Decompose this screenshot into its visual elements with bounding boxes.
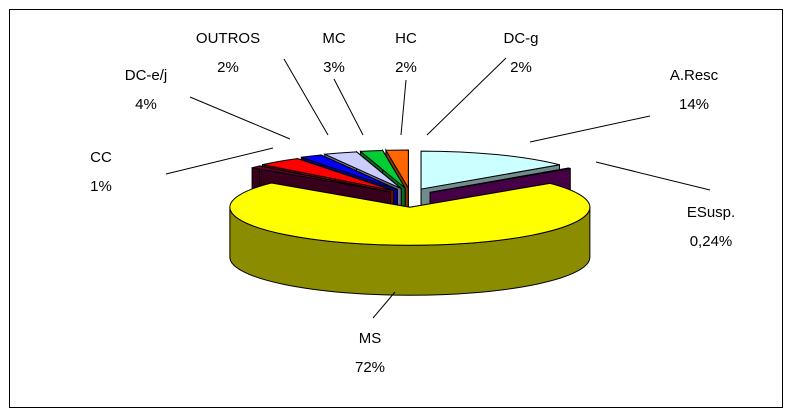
label-outros-name: OUTROS	[196, 30, 260, 47]
label-aresc-name: A.Resc	[670, 67, 719, 84]
label-dcg-name: DC-g	[503, 30, 538, 47]
leader-line-hc	[400, 79, 407, 136]
slice-hc-top	[359, 149, 406, 189]
label-dcej-value: 4%	[135, 96, 157, 113]
label-esusp-value: 0,24%	[690, 233, 733, 250]
label-hc-value: 2%	[395, 59, 417, 76]
leader-line-dcg	[426, 57, 507, 136]
label-hc-name: HC	[395, 30, 417, 47]
label-cc-value: 1%	[90, 178, 112, 195]
leader-line-outros	[283, 58, 329, 136]
label-ms-value: 72%	[355, 359, 385, 376]
label-aresc-value: 14%	[679, 96, 709, 113]
label-mc-name: MC	[322, 30, 345, 47]
slice-cc-top	[251, 165, 391, 193]
slice-dc-e-j-top	[262, 158, 394, 192]
leader-line-dcej	[189, 96, 291, 140]
slice-ms	[229, 182, 591, 296]
leader-line-esusp	[595, 161, 711, 191]
leader-line-cc	[165, 147, 274, 175]
label-mc-value: 3%	[323, 59, 345, 76]
pie-slices	[229, 148, 591, 296]
leader-line-ms	[372, 291, 396, 319]
leader-line-mc	[333, 78, 364, 136]
slice-dc-g-top	[385, 149, 409, 190]
label-esusp-name: ESusp.	[687, 204, 735, 221]
slice-a-resc-top	[420, 150, 560, 190]
slice-mc-top	[322, 151, 402, 190]
leader-lines	[165, 57, 711, 319]
data-labels: A.Resc 14% ESusp. 0,24% MS 72% CC 1% DC-…	[90, 30, 735, 376]
label-dcej-name: DC-e/j	[125, 67, 168, 84]
slice-esusp-top	[430, 167, 571, 193]
slice-ms-top	[229, 182, 591, 246]
label-cc-name: CC	[90, 149, 112, 166]
slice-outros-top	[301, 154, 398, 190]
label-ms-name: MS	[359, 330, 382, 347]
leader-line-aresc	[529, 115, 651, 143]
label-outros-value: 2%	[217, 59, 239, 76]
label-dcg-value: 2%	[510, 59, 532, 76]
